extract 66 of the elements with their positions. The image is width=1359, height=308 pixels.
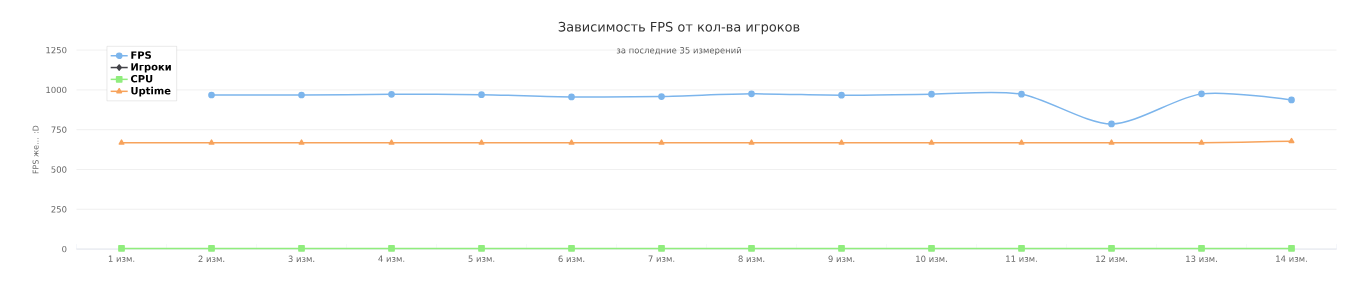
y-tick-label: 500 <box>51 166 67 173</box>
point <box>1018 139 1025 145</box>
point <box>838 91 845 99</box>
point <box>928 139 935 145</box>
x-tick-label: 9 изм. <box>828 255 855 263</box>
point <box>118 245 125 252</box>
point <box>1288 245 1295 252</box>
point <box>838 139 845 145</box>
point <box>1018 245 1025 252</box>
point <box>658 139 665 145</box>
y-tick-label: 0 <box>62 245 67 253</box>
point <box>1288 96 1295 104</box>
point <box>928 245 935 252</box>
y-tick-label: 1250 <box>46 46 67 54</box>
y-tick-label: 750 <box>51 126 67 133</box>
point <box>118 139 125 145</box>
point <box>208 245 215 252</box>
point <box>1198 245 1205 252</box>
legend-label: Uptime <box>131 86 171 97</box>
x-tick-label: 4 изм. <box>378 255 405 262</box>
point <box>298 91 305 99</box>
x-tick-label: 12 изм. <box>1096 255 1127 263</box>
point <box>388 245 395 252</box>
x-tick-label: 2 изм. <box>198 255 225 263</box>
point <box>208 91 215 99</box>
point <box>208 139 215 145</box>
point <box>478 91 485 99</box>
x-tick-label: 6 изм. <box>558 255 585 263</box>
point <box>388 91 395 98</box>
point <box>1198 90 1205 98</box>
point <box>928 90 935 98</box>
point <box>838 245 845 252</box>
legend-label: Игроки <box>131 63 171 73</box>
point <box>478 245 485 252</box>
point <box>1198 139 1205 145</box>
point <box>1108 245 1115 252</box>
point <box>1018 90 1025 98</box>
y-tick-label: 250 <box>51 206 67 213</box>
point <box>298 245 305 252</box>
x-tick-label: 13 изм. <box>1186 255 1217 263</box>
point <box>298 139 305 145</box>
chart-title: Зависимость FPS от кол-ва игроков <box>558 21 800 35</box>
point <box>1108 139 1115 145</box>
point <box>388 139 395 145</box>
point <box>658 93 665 100</box>
x-tick-label: 11 изм. <box>1006 255 1037 262</box>
point <box>748 90 755 98</box>
chart-subtitle: за последние 35 измерений <box>616 46 741 56</box>
x-tick-label: 10 изм. <box>916 255 947 263</box>
x-tick-label: 3 изм. <box>288 255 315 263</box>
x-tick-label: 7 изм. <box>648 255 675 262</box>
x-tick-label: 14 изм. <box>1276 255 1307 262</box>
point <box>568 139 575 145</box>
legend-label: CPU <box>130 74 153 83</box>
y-tick-label: 1000 <box>46 86 67 94</box>
point <box>658 245 665 252</box>
point <box>568 245 575 252</box>
point <box>748 139 755 145</box>
x-tick-label: 1 изм. <box>108 255 135 262</box>
x-tick-label: 5 изм. <box>468 255 495 262</box>
point <box>478 139 485 145</box>
point <box>748 245 755 252</box>
legend-label: FPS <box>131 51 151 59</box>
point <box>1108 120 1115 128</box>
x-tick-label: 8 изм. <box>738 255 765 263</box>
point <box>568 93 575 101</box>
